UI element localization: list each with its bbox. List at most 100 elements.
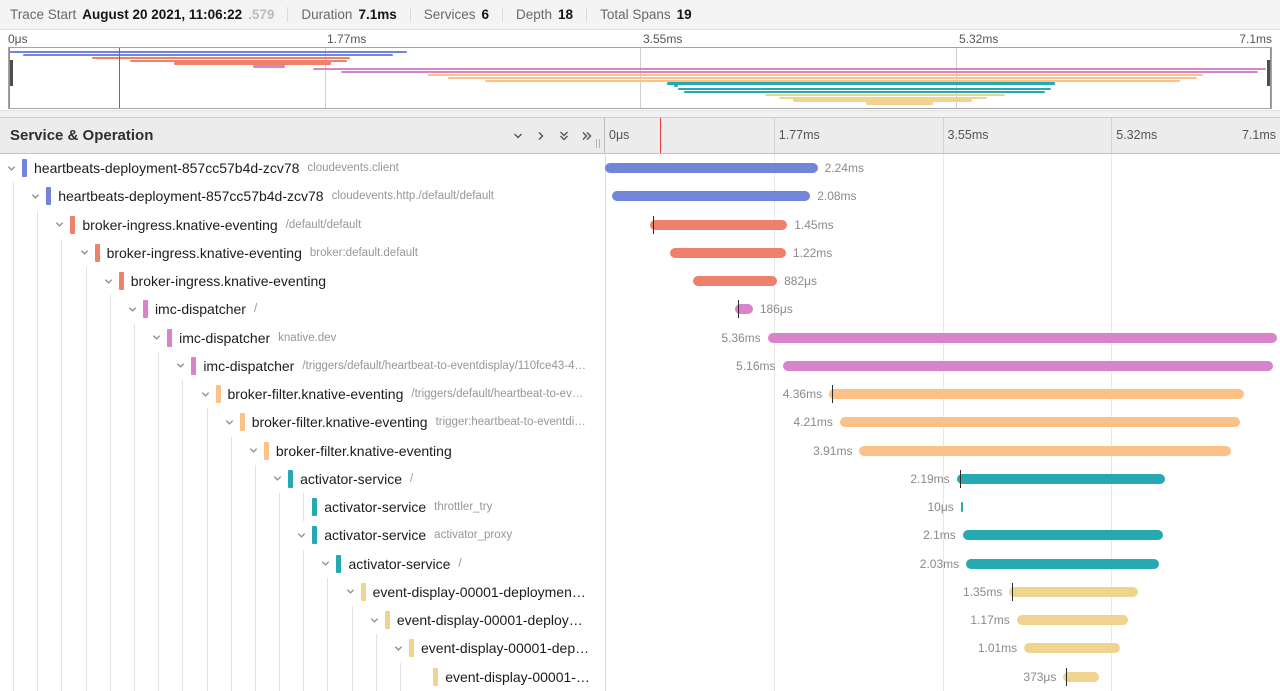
span-name-cell[interactable]: activator-service throttler_try [0, 493, 605, 522]
span-bar[interactable] [735, 304, 753, 315]
collapse-one-icon[interactable] [506, 124, 529, 148]
span-bar[interactable] [839, 417, 1241, 428]
span-name-cell[interactable]: activator-service / [0, 464, 605, 493]
span-timeline-cell[interactable]: 2.1ms [605, 521, 1280, 549]
span-row[interactable]: activator-service activator_proxy 2.1ms [0, 521, 1280, 550]
span-row[interactable]: broker-ingress.knative-eventing broker:de… [0, 238, 1280, 267]
span-row[interactable]: activator-service / 2.03ms [0, 549, 1280, 578]
span-bar[interactable] [1024, 643, 1121, 654]
chevron-down-icon[interactable] [103, 276, 114, 287]
span-row[interactable]: imc-dispatcher / 186μs [0, 295, 1280, 324]
span-timeline-cell[interactable]: 1.35ms [605, 578, 1280, 606]
span-bar[interactable] [649, 219, 788, 230]
trace-minimap[interactable] [8, 47, 1272, 109]
span-bar[interactable] [605, 163, 818, 174]
span-bar[interactable] [1016, 615, 1129, 626]
span-row[interactable]: broker-ingress.knative-eventing/default/… [0, 210, 1280, 239]
collapse-all-icon[interactable] [552, 124, 575, 148]
span-row[interactable]: event-display-00001-deploy… 1.17ms [0, 606, 1280, 635]
minimap-right-scrubber[interactable] [1267, 60, 1271, 86]
span-name-cell[interactable]: imc-dispatcher / [0, 295, 605, 324]
chevron-down-icon[interactable] [224, 417, 235, 428]
span-bar[interactable] [960, 502, 963, 513]
span-name-cell[interactable]: broker-filter.knative-eventing trigger:he… [0, 408, 605, 437]
span-name-cell[interactable]: broker-ingress.knative-eventing [0, 267, 605, 296]
span-row[interactable]: imc-dispatcher/triggers/default/heartbea… [0, 351, 1280, 380]
chevron-down-icon[interactable] [175, 360, 186, 371]
span-name-cell[interactable]: event-display-00001-dep… [0, 634, 605, 663]
span-bar[interactable] [669, 247, 786, 258]
span-timeline-cell[interactable]: 1.01ms [605, 634, 1280, 662]
span-bar[interactable] [693, 276, 778, 287]
span-timeline-cell[interactable]: 5.36ms [605, 324, 1280, 352]
expand-toggle[interactable] [54, 211, 70, 239]
expand-toggle[interactable] [320, 550, 336, 578]
chevron-down-icon[interactable] [200, 389, 211, 400]
span-bar[interactable] [962, 530, 1163, 541]
span-timeline-cell[interactable]: 1.22ms [605, 239, 1280, 267]
chevron-down-icon[interactable] [6, 163, 17, 174]
span-bar[interactable] [1063, 671, 1100, 682]
span-timeline-cell[interactable]: 4.36ms [605, 380, 1280, 408]
chevron-down-icon[interactable] [393, 643, 404, 654]
span-name-cell[interactable]: broker-filter.knative-eventing [0, 436, 605, 465]
span-timeline-cell[interactable]: 1.45ms [605, 211, 1280, 239]
column-resizer[interactable] [596, 139, 600, 148]
expand-toggle[interactable] [6, 154, 22, 182]
chevron-down-icon[interactable] [127, 304, 138, 315]
chevron-down-icon[interactable] [54, 219, 65, 230]
span-row[interactable]: broker-filter.knative-eventing/triggers/… [0, 380, 1280, 409]
span-name-cell[interactable]: event-display-00001-deploymen… [0, 577, 605, 606]
expand-one-icon[interactable] [529, 124, 552, 148]
span-bar[interactable] [1009, 586, 1138, 597]
span-bar[interactable] [767, 332, 1278, 343]
span-timeline-cell[interactable]: 10μs [605, 493, 1280, 521]
span-timeline-cell[interactable]: 2.08ms [605, 182, 1280, 210]
span-timeline-cell[interactable]: 186μs [605, 295, 1280, 323]
expand-toggle[interactable] [103, 267, 119, 295]
chevron-down-icon[interactable] [151, 332, 162, 343]
span-row[interactable]: heartbeats-deployment-857cc57b4d-zcv78 cl… [0, 182, 1280, 211]
span-row[interactable]: activator-service / 2.19ms [0, 464, 1280, 493]
span-timeline-cell[interactable]: 373μs [605, 663, 1280, 691]
minimap-left-scrubber[interactable] [9, 60, 13, 86]
span-bar[interactable] [966, 558, 1160, 569]
expand-toggle[interactable] [151, 324, 167, 352]
expand-toggle[interactable] [200, 380, 216, 408]
span-name-cell[interactable]: activator-service activator_proxy [0, 521, 605, 550]
expand-toggle[interactable] [248, 437, 264, 465]
span-timeline-cell[interactable]: 3.91ms [605, 437, 1280, 465]
span-name-cell[interactable]: event-display-00001-… [0, 662, 605, 691]
span-name-cell[interactable]: broker-ingress.knative-eventing/default/… [0, 210, 605, 239]
span-name-cell[interactable]: imc-dispatcher knative.dev [0, 323, 605, 352]
span-name-cell[interactable]: activator-service / [0, 549, 605, 578]
span-timeline-cell[interactable]: 2.03ms [605, 550, 1280, 578]
span-row[interactable]: broker-filter.knative-eventing trigger:he… [0, 408, 1280, 437]
span-timeline-cell[interactable]: 5.16ms [605, 352, 1280, 380]
chevron-down-icon[interactable] [345, 586, 356, 597]
span-row[interactable]: activator-service throttler_try 10μs [0, 493, 1280, 522]
span-row[interactable]: event-display-00001-deploymen… 1.35ms [0, 577, 1280, 606]
span-row[interactable]: event-display-00001-dep… 1.01ms [0, 634, 1280, 663]
span-timeline-cell[interactable]: 1.17ms [605, 606, 1280, 634]
span-bar[interactable] [859, 445, 1232, 456]
expand-toggle[interactable] [175, 352, 191, 380]
span-timeline-cell[interactable]: 4.21ms [605, 408, 1280, 436]
span-row[interactable]: event-display-00001-… 373μs [0, 662, 1280, 691]
chevron-down-icon[interactable] [30, 191, 41, 202]
span-timeline-cell[interactable]: 882μs [605, 267, 1280, 295]
chevron-down-icon[interactable] [79, 247, 90, 258]
chevron-down-icon[interactable] [248, 445, 259, 456]
expand-toggle[interactable] [345, 578, 361, 606]
expand-toggle[interactable] [393, 634, 409, 662]
span-bar[interactable] [612, 191, 811, 202]
span-bar[interactable] [956, 473, 1165, 484]
span-name-cell[interactable]: event-display-00001-deploy… [0, 606, 605, 635]
expand-toggle[interactable] [224, 408, 240, 436]
expand-toggle[interactable] [369, 606, 385, 634]
expand-toggle[interactable] [272, 465, 288, 493]
span-row[interactable]: imc-dispatcher knative.dev 5.36ms [0, 323, 1280, 352]
span-name-cell[interactable]: heartbeats-deployment-857cc57b4d-zcv78 cl… [0, 154, 605, 182]
span-name-cell[interactable]: imc-dispatcher/triggers/default/heartbea… [0, 351, 605, 380]
chevron-down-icon[interactable] [369, 615, 380, 626]
